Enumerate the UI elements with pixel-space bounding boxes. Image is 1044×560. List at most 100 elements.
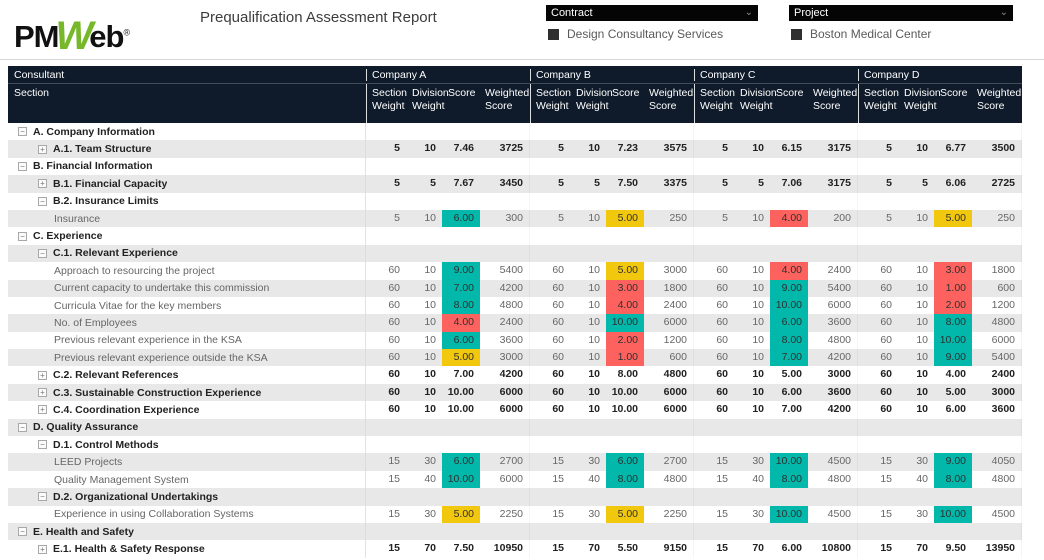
cell-weighted-score: 4200: [808, 401, 858, 419]
cell-weighted-score: 3600: [808, 383, 858, 402]
cell-section-weight: 60: [716, 281, 728, 294]
row-label: B.1. Financial Capacity: [53, 177, 168, 190]
cell-score: [770, 193, 808, 210]
cell-score: [770, 123, 808, 140]
cell-section-weight: 60: [880, 333, 892, 346]
cell-score: 7.00: [781, 403, 802, 416]
collapse-expander-icon[interactable]: −: [18, 231, 27, 241]
chevron-down-icon[interactable]: ⌄: [999, 7, 1008, 18]
cell-weighted-score: [972, 157, 1022, 176]
cell-division-weight: 40: [424, 472, 436, 485]
table-row: Previous relevant experience outside the…: [8, 349, 1022, 367]
cell-division-weight: 10: [916, 264, 928, 277]
cell-section-weight: 60: [716, 264, 728, 277]
cell-weighted-score: 3000: [480, 349, 530, 367]
contract-slicer-item[interactable]: Design Consultancy Services: [546, 27, 758, 41]
logo-text-eb: eb: [89, 19, 124, 54]
cell-division-weight: 10: [424, 142, 436, 155]
collapse-expander-icon[interactable]: −: [38, 440, 47, 450]
cell-weighted-score: 200: [808, 209, 858, 228]
cell-weighted-score: [808, 157, 858, 176]
cell-section-weight: 5: [722, 177, 728, 190]
table-row: − A. Company Information: [8, 123, 1022, 141]
cell-section-weight: 60: [552, 385, 564, 398]
cell-score: 10.00: [447, 403, 474, 416]
cell-score-kpi-teal: 9.00: [770, 279, 808, 297]
collapse-expander-icon[interactable]: −: [38, 248, 47, 258]
cell-score: 10.00: [611, 385, 638, 398]
cell-division-weight: [570, 158, 606, 175]
row-label: E. Health and Safety: [33, 525, 134, 538]
cell-weighted-score: [644, 436, 694, 454]
cell-weighted-score: [644, 227, 694, 245]
cell-section-weight: [694, 245, 734, 262]
table-row: No. of Employees 60 10 4.00 2400 60 10 10.00 600…: [8, 314, 1022, 332]
table-row: − C. Experience: [8, 227, 1022, 245]
cell-section-weight: [694, 436, 734, 453]
expand-expander-icon[interactable]: +: [38, 179, 47, 189]
cell-score: [442, 227, 480, 244]
collapse-expander-icon[interactable]: −: [18, 527, 27, 537]
cell-weighted-score: 2250: [480, 505, 530, 523]
cell-weighted-score: 6000: [644, 383, 694, 402]
cell-weighted-score: 3600: [972, 401, 1022, 419]
cell-weighted-score: 3600: [480, 331, 530, 350]
cell-section-weight: 5: [886, 177, 892, 190]
row-label: C.1. Relevant Experience: [53, 247, 178, 260]
row-label-cell: + B.1. Financial Capacity: [8, 175, 366, 193]
expand-expander-icon[interactable]: +: [38, 370, 47, 380]
cell-section-weight: [366, 436, 406, 453]
cell-section-weight: 15: [388, 542, 400, 555]
chevron-down-icon[interactable]: ⌄: [744, 7, 753, 18]
cell-score-kpi-red: 1.00: [606, 349, 644, 367]
cell-score: [442, 158, 480, 175]
subheader-weighted-score: Weighted Score: [813, 87, 858, 113]
cell-score-kpi-teal: 8.00: [770, 331, 808, 350]
collapse-expander-icon[interactable]: −: [18, 422, 27, 432]
cell-division-weight: 10: [752, 211, 764, 224]
collapse-expander-icon[interactable]: −: [18, 161, 27, 171]
cell-score: [442, 123, 480, 140]
expand-expander-icon[interactable]: +: [38, 405, 47, 415]
cell-weighted-score: 2250: [644, 505, 694, 523]
cell-section-weight: [366, 523, 406, 540]
cell-score-kpi-teal: 6.00: [442, 331, 480, 350]
row-label-cell: − C.1. Relevant Experience: [8, 244, 366, 263]
cell-weighted-score: [808, 227, 858, 245]
cell-section-weight: 15: [716, 455, 728, 468]
cell-division-weight: [898, 488, 934, 505]
expand-expander-icon[interactable]: +: [38, 144, 47, 154]
cell-section-weight: [694, 158, 734, 175]
cell-score: 5.00: [945, 385, 966, 398]
cell-score: [934, 523, 972, 540]
collapse-expander-icon[interactable]: −: [38, 492, 47, 502]
project-slicer-item[interactable]: Boston Medical Center: [789, 27, 1013, 41]
cell-section-weight: 60: [880, 385, 892, 398]
cell-division-weight: 10: [752, 281, 764, 294]
subheader-division-weight: Division Weight: [412, 87, 449, 113]
cell-section-weight: [530, 193, 570, 210]
cell-weighted-score: 2400: [644, 296, 694, 315]
cell-score: [934, 123, 972, 140]
cell-weighted-score: 3000: [808, 366, 858, 384]
cell-weighted-score: 1800: [972, 262, 1022, 280]
expand-expander-icon[interactable]: +: [38, 544, 47, 554]
registered-trademark-icon: ®: [123, 27, 130, 38]
cell-section-weight: [366, 245, 406, 262]
table-row: + C.2. Relevant References 60 10 7.00 4200 60 1…: [8, 366, 1022, 384]
collapse-expander-icon[interactable]: −: [18, 127, 27, 137]
checkbox-icon[interactable]: [791, 28, 802, 40]
checkbox-icon[interactable]: [548, 28, 559, 40]
contract-slicer-header[interactable]: Contract ⌄: [546, 5, 758, 21]
expand-expander-icon[interactable]: +: [38, 388, 47, 398]
cell-division-weight: 10: [588, 264, 600, 277]
table-row: Curricula Vitae for the key members 60 10 8…: [8, 296, 1022, 315]
cell-weighted-score: 6000: [480, 383, 530, 402]
cell-section-weight: [530, 123, 570, 140]
collapse-expander-icon[interactable]: −: [38, 196, 47, 206]
table-row: − B. Financial Information: [8, 157, 1022, 176]
project-slicer-header[interactable]: Project ⌄: [789, 5, 1013, 21]
cell-division-weight: 10: [752, 351, 764, 364]
cell-score: [770, 158, 808, 175]
cell-division-weight: 10: [588, 142, 600, 155]
